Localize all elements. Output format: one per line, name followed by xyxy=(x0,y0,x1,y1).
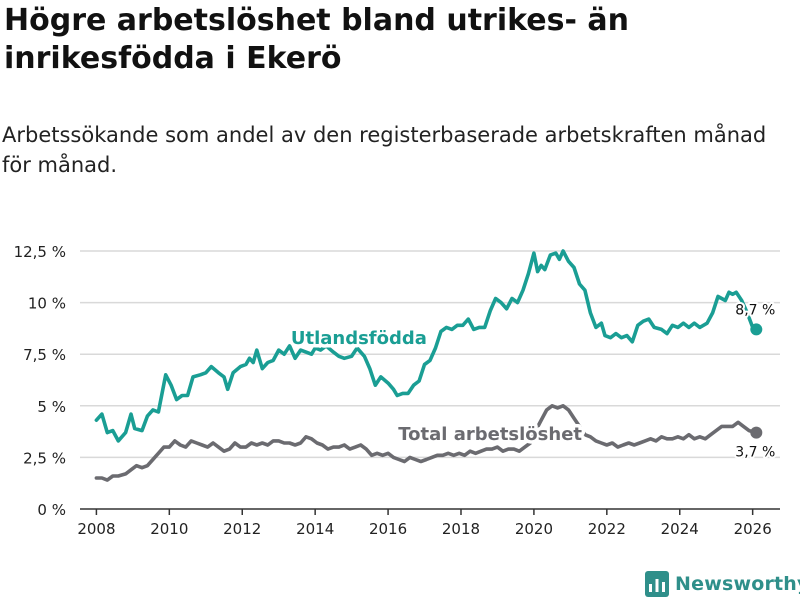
y-tick-label: 10 % xyxy=(28,295,66,313)
x-tick-label: 2020 xyxy=(515,520,553,538)
x-tick-label: 2022 xyxy=(588,520,626,538)
series-end-point xyxy=(750,426,763,439)
series-name-label: Utlandsfödda xyxy=(291,328,427,349)
y-tick-label: 2,5 % xyxy=(23,449,66,467)
x-tick-label: 2008 xyxy=(77,520,115,538)
y-tick-label: 5 % xyxy=(37,398,66,416)
x-tick-label: 2024 xyxy=(661,520,699,538)
x-tick-label: 2026 xyxy=(734,520,772,538)
newsworthy-logo-icon xyxy=(645,571,669,597)
series-line xyxy=(94,404,759,482)
newsworthy-logo-text: Newsworthy xyxy=(675,573,800,595)
line-chart: 0 % 2,5 % 5 % 7,5 % 10 % 12,5 % 2008 2010 2012 20… xyxy=(14,243,780,538)
series-end-value-label: 8,7 % xyxy=(735,302,775,318)
series-end-point xyxy=(750,323,763,336)
series-end-value-label: 3,7 % xyxy=(735,445,775,461)
series-name-label: Total arbetslöshet xyxy=(398,424,582,445)
x-tick-label: 2012 xyxy=(223,520,261,538)
x-tick-label: 2014 xyxy=(296,520,334,538)
x-tick-label: 2016 xyxy=(369,520,407,538)
newsworthy-logo: Newsworthy xyxy=(645,570,800,598)
x-tick-label: 2018 xyxy=(442,520,480,538)
series-line xyxy=(94,249,759,443)
chart-subtitle: Arbetssökande som andel av den registerb… xyxy=(2,123,767,177)
y-tick-label: 7,5 % xyxy=(23,346,66,364)
chart-title: Högre arbetslöshet bland utrikes- än inr… xyxy=(4,3,629,76)
y-tick-label: 0 % xyxy=(37,501,66,519)
y-tick-label: 12,5 % xyxy=(14,243,66,261)
x-tick-label: 2010 xyxy=(150,520,188,538)
